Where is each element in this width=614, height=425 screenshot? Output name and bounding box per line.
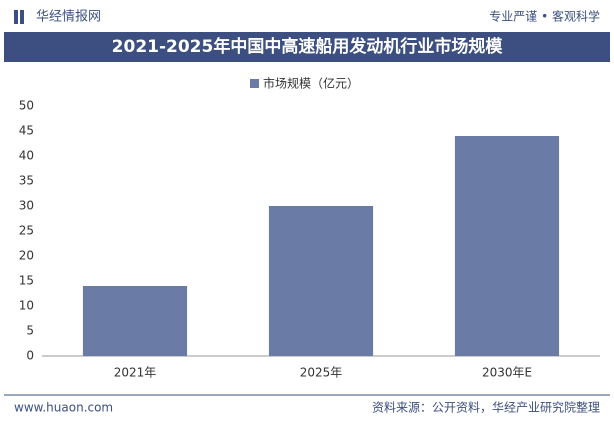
source: 资料来源：公开资料，华经产业研究院整理 bbox=[372, 400, 600, 415]
y-tick-label: 40 bbox=[19, 149, 34, 163]
y-tick-label: 50 bbox=[19, 99, 34, 113]
website: www.huaon.com bbox=[14, 401, 113, 415]
slogan: 专业严谨 • 客观科学 bbox=[489, 9, 600, 24]
y-tick-label: 5 bbox=[26, 324, 34, 338]
x-tick-label: 2021年 bbox=[114, 366, 157, 380]
x-tick-label: 2025年 bbox=[300, 366, 343, 380]
y-tick-label: 15 bbox=[19, 274, 34, 288]
logo-text: 华经情报网 bbox=[36, 10, 101, 25]
title-bar bbox=[4, 32, 610, 62]
logo-icon bbox=[20, 10, 24, 24]
chart-title: 2021-2025年中国中高速船用发动机行业市场规模 bbox=[112, 36, 504, 57]
bar bbox=[82, 286, 188, 356]
bar bbox=[454, 136, 560, 356]
bar bbox=[268, 206, 374, 356]
y-tick-label: 45 bbox=[19, 124, 34, 138]
legend-label: 市场规模（亿元） bbox=[263, 76, 359, 91]
logo-icon bbox=[14, 10, 18, 24]
y-tick-label: 35 bbox=[19, 174, 34, 188]
y-tick-label: 25 bbox=[19, 224, 34, 238]
y-tick-label: 20 bbox=[19, 249, 34, 263]
y-tick-label: 10 bbox=[19, 299, 34, 313]
y-tick-label: 0 bbox=[26, 349, 34, 363]
y-tick-label: 30 bbox=[19, 199, 34, 213]
legend-swatch bbox=[250, 79, 259, 88]
x-tick-label: 2030年E bbox=[482, 366, 532, 380]
